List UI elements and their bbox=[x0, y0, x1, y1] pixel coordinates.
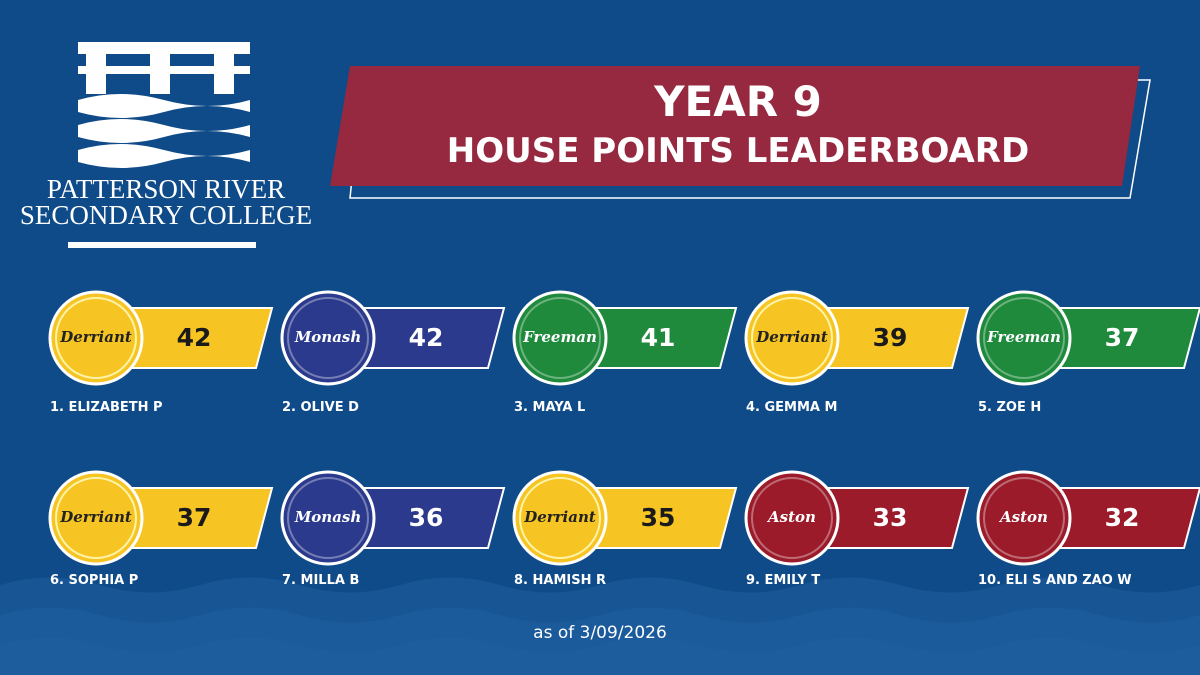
house-name: Derriant bbox=[59, 328, 132, 346]
student-name: 8. HAMISH R bbox=[514, 573, 606, 588]
points: 39 bbox=[873, 323, 908, 352]
house-badge bbox=[280, 470, 376, 566]
house-badge bbox=[744, 290, 840, 386]
house-name: Derriant bbox=[755, 328, 828, 346]
house-name: Monash bbox=[294, 508, 362, 526]
badge-ring bbox=[55, 477, 137, 559]
points: 37 bbox=[1105, 323, 1140, 352]
house-badge bbox=[512, 470, 608, 566]
badge-ring bbox=[983, 477, 1065, 559]
badge-ring bbox=[751, 477, 833, 559]
logo-text: PATTERSON RIVER bbox=[47, 174, 285, 204]
points: 37 bbox=[177, 503, 212, 532]
badge-ring bbox=[519, 297, 601, 379]
house-name: Aston bbox=[766, 508, 816, 526]
waves bbox=[0, 577, 1200, 675]
points: 33 bbox=[873, 503, 908, 532]
points: 41 bbox=[641, 323, 676, 352]
house-badge bbox=[48, 290, 144, 386]
banner bbox=[330, 66, 1140, 186]
student-name: 7. MILLA B bbox=[282, 573, 359, 588]
points: 36 bbox=[409, 503, 444, 532]
house-badge bbox=[512, 290, 608, 386]
badge-ring bbox=[751, 297, 833, 379]
house-name: Derriant bbox=[523, 508, 596, 526]
badge-ring bbox=[983, 297, 1065, 379]
logo-text: SECONDARY COLLEGE bbox=[20, 200, 312, 230]
house-name: Freeman bbox=[986, 328, 1061, 346]
student-name: 6. SOPHIA P bbox=[50, 573, 138, 588]
house-badge bbox=[744, 470, 840, 566]
date-note: as of 3/09/2026 bbox=[533, 623, 667, 643]
badge-ring bbox=[287, 297, 369, 379]
student-name: 3. MAYA L bbox=[514, 400, 585, 415]
points: 42 bbox=[177, 323, 212, 352]
badge-ring bbox=[287, 477, 369, 559]
student-name: 2. OLIVE D bbox=[282, 400, 359, 415]
student-name: 10. ELI S AND ZAO W bbox=[978, 573, 1132, 588]
house-name: Freeman bbox=[522, 328, 597, 346]
badge-ring bbox=[519, 477, 601, 559]
logo-mark bbox=[68, 42, 256, 248]
house-name: Aston bbox=[998, 508, 1048, 526]
student-name: 1. ELIZABETH P bbox=[50, 400, 163, 415]
student-name: 9. EMILY T bbox=[746, 573, 820, 588]
banner-title: YEAR 9 bbox=[653, 77, 822, 126]
house-name: Derriant bbox=[59, 508, 132, 526]
house-name: Monash bbox=[294, 328, 362, 346]
house-badge bbox=[976, 470, 1072, 566]
house-badge bbox=[976, 290, 1072, 386]
student-name: 5. ZOE H bbox=[978, 400, 1041, 415]
banner-subtitle: HOUSE POINTS LEADERBOARD bbox=[447, 131, 1029, 171]
badge-ring bbox=[55, 297, 137, 379]
points: 42 bbox=[409, 323, 444, 352]
house-badge bbox=[280, 290, 376, 386]
points: 35 bbox=[641, 503, 676, 532]
student-name: 4. GEMMA M bbox=[746, 400, 837, 415]
points: 32 bbox=[1105, 503, 1140, 532]
house-badge bbox=[48, 470, 144, 566]
